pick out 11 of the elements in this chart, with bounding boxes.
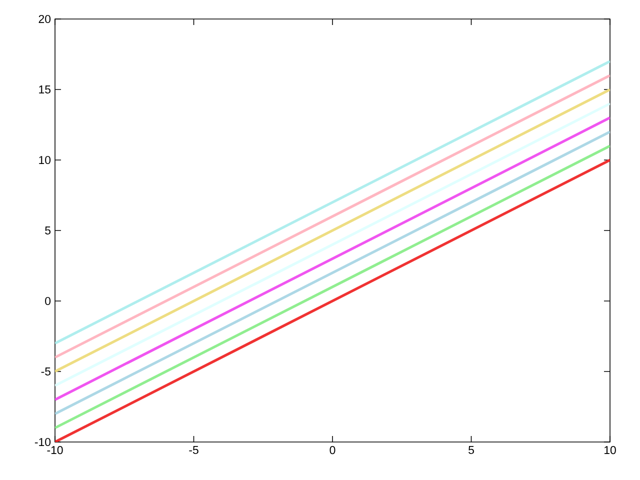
x-tick-label: 5 <box>468 446 474 454</box>
y-tick-label: 5 <box>45 226 50 234</box>
x-tick-label: 10 <box>604 446 616 454</box>
y-tick-label: 15 <box>39 86 50 94</box>
y-tick-label: 0 <box>45 296 51 306</box>
y-tick-label: -10 <box>34 438 51 446</box>
y-tick-label: 20 <box>38 14 51 24</box>
x-tick-label: 0 <box>330 446 336 454</box>
y-tick-label: 10 <box>39 156 51 164</box>
y-tick-label: -5 <box>41 368 50 376</box>
x-tick-label: -5 <box>189 446 198 454</box>
